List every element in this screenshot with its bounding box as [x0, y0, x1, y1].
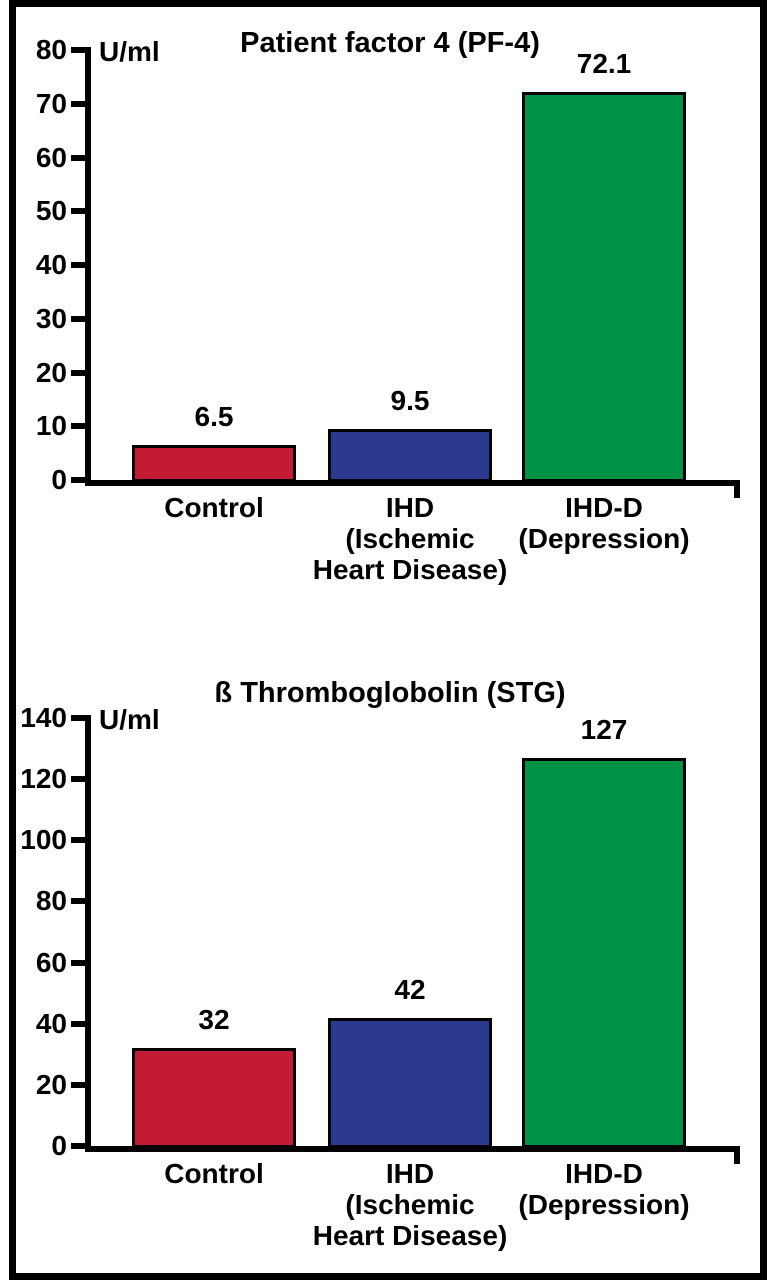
bar-value-label: 127	[580, 714, 628, 745]
y-tick-label: 40	[35, 1008, 67, 1039]
bar-ihd	[328, 1018, 492, 1148]
y-tick-label: 20	[35, 357, 67, 388]
y-tick-mark	[71, 47, 85, 53]
y-tick-mark	[71, 776, 85, 782]
y-tick-label: 30	[35, 303, 67, 334]
bar-value-label: 42	[394, 974, 426, 1005]
x-category-label: IHD-D (Depression)	[518, 1158, 690, 1220]
bar-control	[132, 1048, 296, 1148]
y-tick-mark	[71, 423, 85, 429]
y-tick-mark	[71, 960, 85, 966]
y-tick-mark	[71, 1021, 85, 1027]
bar-value-label: 72.1	[576, 48, 632, 79]
bar-control	[132, 445, 296, 482]
y-tick-label: 140	[20, 702, 67, 733]
y-tick-mark	[71, 262, 85, 268]
x-category-label: Control	[164, 1158, 264, 1189]
bar-ihd	[328, 429, 492, 482]
y-axis-line	[85, 715, 91, 1152]
x-category-label: IHD-D (Depression)	[518, 492, 690, 554]
y-axis-unit-label: U/ml	[99, 704, 160, 735]
y-tick-mark	[71, 316, 85, 322]
y-tick-label: 60	[35, 142, 67, 173]
y-tick-label: 120	[20, 763, 67, 794]
y-tick-label: 0	[51, 464, 67, 495]
y-tick-label: 50	[35, 195, 67, 226]
y-tick-mark	[71, 898, 85, 904]
y-tick-label: 60	[35, 947, 67, 978]
x-axis-end-tick	[734, 480, 740, 498]
y-tick-label: 100	[20, 824, 67, 855]
y-tick-label: 80	[35, 885, 67, 916]
y-tick-mark	[71, 477, 85, 483]
y-tick-mark	[71, 155, 85, 161]
y-tick-mark	[71, 1143, 85, 1149]
y-tick-label: 80	[35, 34, 67, 65]
bar-value-label: 32	[198, 1004, 230, 1035]
x-axis-end-tick	[734, 1146, 740, 1164]
bar-ihd-d	[522, 92, 686, 482]
chart-title: Patient factor 4 (PF-4)	[240, 27, 540, 59]
y-tick-mark	[71, 370, 85, 376]
y-axis-line	[85, 47, 91, 486]
chart-title: ß Thromboglobolin (STG)	[214, 677, 566, 709]
y-axis-unit-label: U/ml	[99, 36, 160, 67]
y-tick-mark	[71, 715, 85, 721]
bar-ihd-d	[522, 758, 686, 1148]
x-category-label: IHD (Ischemic Heart Disease)	[312, 492, 508, 585]
x-category-label: Control	[164, 492, 264, 523]
x-category-label: IHD (Ischemic Heart Disease)	[312, 1158, 508, 1251]
bar-value-label: 6.5	[194, 401, 234, 432]
y-tick-label: 70	[35, 88, 67, 119]
y-tick-mark	[71, 1082, 85, 1088]
y-tick-mark	[71, 208, 85, 214]
y-tick-label: 10	[35, 410, 67, 441]
x-axis-line	[85, 1146, 740, 1152]
x-axis-line	[85, 480, 740, 486]
y-tick-label: 40	[35, 249, 67, 280]
y-tick-label: 20	[35, 1069, 67, 1100]
y-tick-label: 0	[51, 1130, 67, 1161]
y-tick-mark	[71, 101, 85, 107]
bar-value-label: 9.5	[390, 385, 430, 416]
y-tick-mark	[71, 837, 85, 843]
